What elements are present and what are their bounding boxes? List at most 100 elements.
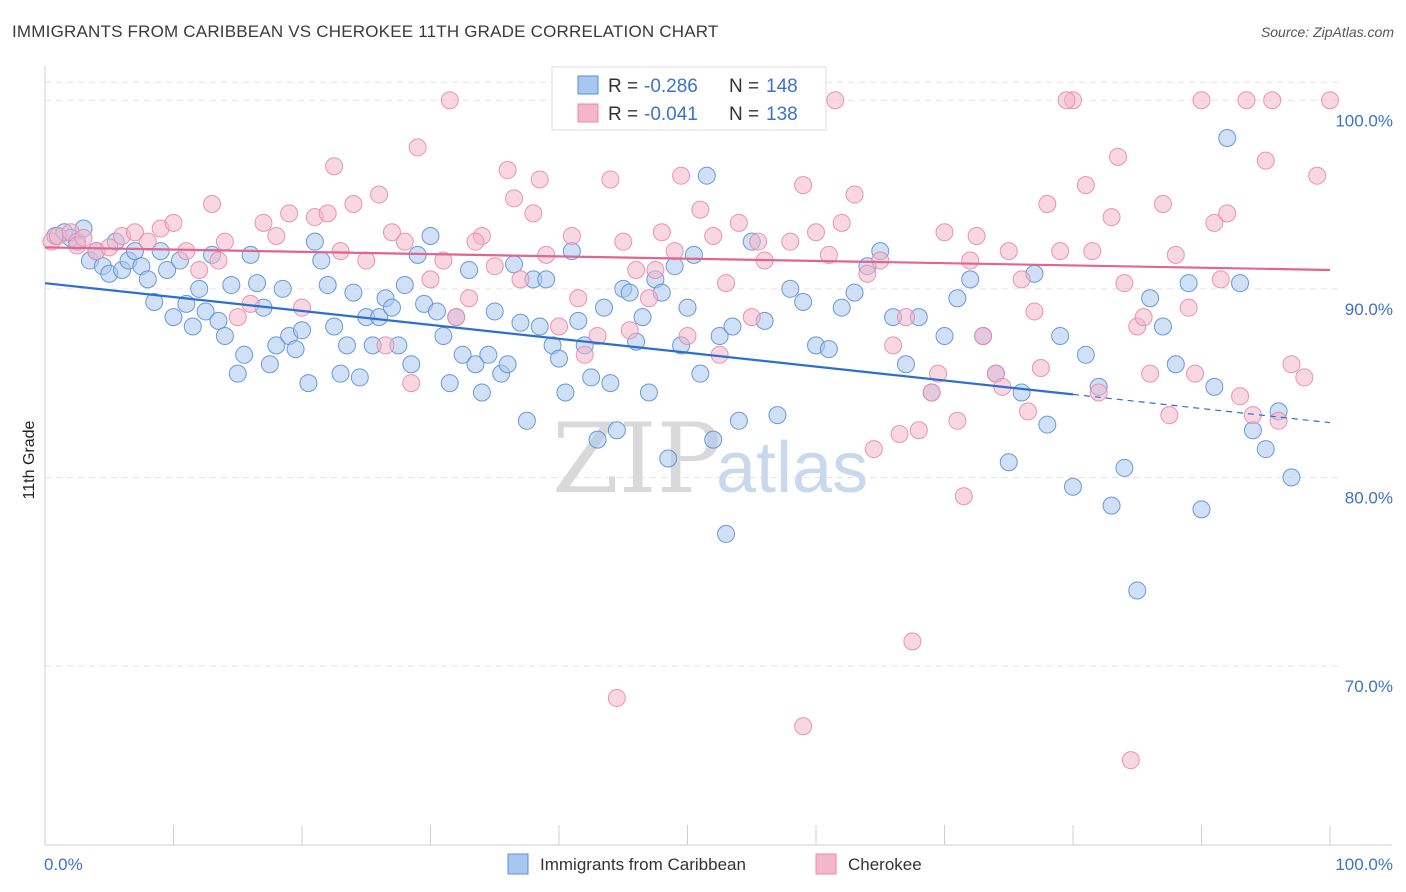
- data-point-caribbean: [1153, 317, 1172, 336]
- data-point-cherokee: [370, 185, 389, 204]
- data-point-cherokee: [691, 200, 710, 219]
- data-point-caribbean: [601, 374, 620, 393]
- data-point-cherokee: [1031, 359, 1050, 378]
- data-point-cherokee: [974, 326, 993, 345]
- data-point-cherokee: [1019, 402, 1038, 421]
- data-point-caribbean: [569, 311, 588, 330]
- data-point-cherokee: [903, 632, 922, 651]
- data-point-cherokee: [203, 194, 222, 213]
- data-point-caribbean: [382, 298, 401, 317]
- data-point-cherokee: [325, 157, 344, 176]
- data-point-cherokee: [1231, 387, 1250, 406]
- data-point-cherokee: [254, 213, 273, 232]
- data-point-caribbean: [896, 355, 915, 374]
- data-point-caribbean: [466, 355, 485, 374]
- data-point-cherokee: [588, 326, 607, 345]
- data-point-cherokee: [1295, 368, 1314, 387]
- data-point-caribbean: [639, 383, 658, 402]
- data-point-caribbean: [318, 276, 337, 295]
- data-point-caribbean: [209, 311, 228, 330]
- data-point-caribbean: [794, 293, 813, 312]
- data-point-caribbean: [691, 364, 710, 383]
- data-point-cherokee: [376, 336, 395, 355]
- data-point-cherokee: [575, 345, 594, 364]
- data-point-caribbean: [138, 270, 157, 289]
- data-point-cherokee: [164, 213, 183, 232]
- data-point-cherokee: [961, 251, 980, 270]
- data-point-cherokee: [999, 242, 1018, 261]
- data-point-cherokee: [826, 91, 845, 110]
- stat-r-label-1: R =: [608, 76, 638, 97]
- data-point-cherokee: [794, 717, 813, 736]
- data-point-cherokee: [125, 223, 144, 242]
- data-point-cherokee: [1269, 411, 1288, 430]
- data-point-caribbean: [222, 276, 241, 295]
- trend-line-cherokee: [44, 246, 1331, 272]
- data-point-cherokee: [395, 232, 414, 251]
- data-point-caribbean: [845, 283, 864, 302]
- data-point-caribbean: [517, 411, 536, 430]
- data-point-caribbean: [350, 368, 369, 387]
- data-point-cherokee: [293, 298, 311, 317]
- data-point-caribbean: [1256, 440, 1275, 459]
- data-point-caribbean: [948, 289, 967, 308]
- data-point-cherokee: [717, 274, 736, 293]
- data-point-cherokee: [1186, 364, 1205, 383]
- data-point-cherokee: [1160, 406, 1179, 425]
- data-point-caribbean: [999, 453, 1018, 472]
- data-point-caribbean: [125, 242, 144, 261]
- data-point-caribbean: [293, 321, 311, 340]
- data-point-caribbean: [331, 364, 350, 383]
- data-point-cherokee: [466, 232, 485, 251]
- data-point-caribbean: [1231, 274, 1250, 293]
- stat-r-value-2: -0.041: [644, 104, 698, 125]
- data-point-cherokee: [1051, 242, 1070, 261]
- data-point-cherokee: [884, 336, 903, 355]
- y-tick-labels: 100.0% 90.0% 80.0% 70.0%: [1335, 111, 1393, 696]
- data-point-caribbean: [228, 364, 247, 383]
- data-point-caribbean: [145, 293, 164, 312]
- data-point-caribbean: [665, 257, 684, 276]
- data-point-cherokee: [1141, 364, 1160, 383]
- chart-title: IMMIGRANTS FROM CARIBBEAN VS CHEROKEE 11…: [12, 22, 719, 41]
- data-point-caribbean: [1064, 477, 1082, 496]
- data-point-cherokee: [421, 270, 440, 289]
- data-point-caribbean: [588, 430, 607, 449]
- data-point-cherokee: [505, 189, 524, 208]
- data-point-caribbean: [582, 368, 601, 387]
- data-point-cherokee: [215, 232, 234, 251]
- bottom-legend-cherokee: Cherokee: [848, 855, 922, 874]
- data-point-cherokee: [408, 138, 427, 157]
- stats-legend: R = -0.286 N = 148 R = -0.041 N = 138: [551, 66, 827, 131]
- data-point-caribbean: [832, 298, 851, 317]
- legend-swatch-blue: [577, 75, 599, 95]
- data-point-caribbean: [530, 317, 549, 336]
- data-point-cherokee: [1192, 91, 1211, 110]
- legend-swatch-pink: [577, 103, 599, 123]
- y-tick-label: 90.0%: [1345, 300, 1393, 319]
- data-point-cherokee: [871, 251, 890, 270]
- source-credit: Source: ZipAtlas.com: [1260, 24, 1394, 40]
- bottom-legend-swatch-caribbean: [507, 853, 529, 875]
- data-point-cherokee: [1282, 355, 1301, 374]
- watermark-atlas: atlas: [716, 428, 868, 508]
- data-point-cherokee: [537, 245, 556, 264]
- data-point-cherokee: [627, 260, 646, 279]
- trend-lines: [44, 246, 1331, 424]
- data-point-cherokee: [1083, 242, 1102, 261]
- data-point-cherokee: [948, 411, 967, 430]
- data-point-cherokee: [1179, 298, 1198, 317]
- data-point-cherokee: [344, 194, 363, 213]
- data-point-caribbean: [190, 279, 209, 298]
- data-point-cherokee: [890, 424, 909, 443]
- data-point-cherokee: [1115, 274, 1134, 293]
- data-point-cherokee: [569, 289, 588, 308]
- data-point-caribbean: [325, 317, 344, 336]
- data-point-cherokee: [357, 251, 376, 270]
- data-point-caribbean: [678, 298, 697, 317]
- data-point-caribbean: [1243, 421, 1262, 440]
- data-point-caribbean: [781, 279, 800, 298]
- data-point-cherokee: [832, 213, 851, 232]
- data-point-cherokee: [646, 260, 665, 279]
- trend-line-caribbean: [44, 282, 1074, 396]
